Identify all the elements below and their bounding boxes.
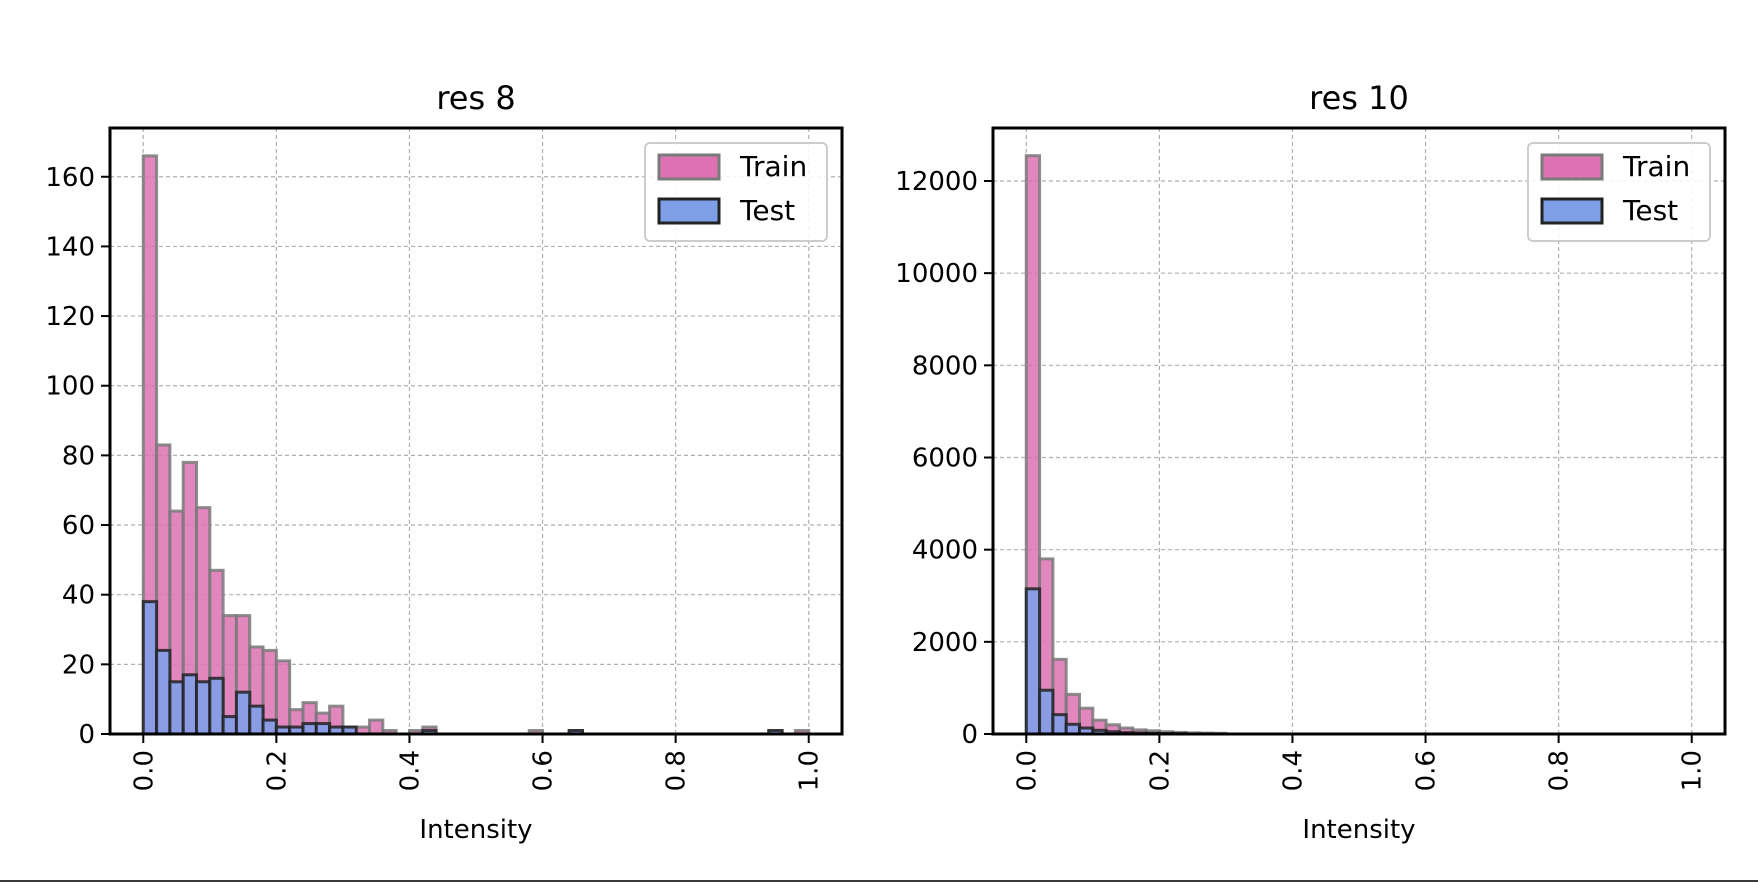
series-train	[141, 154, 811, 736]
x-tick-label: 0.6	[529, 750, 559, 791]
test-bar	[314, 722, 332, 736]
x-tick-label: 1.0	[795, 750, 825, 791]
test-bar	[221, 715, 238, 736]
x-tick-label: 1.0	[1678, 750, 1708, 791]
test-bar	[234, 690, 252, 736]
y-tick-label: 120	[45, 302, 95, 332]
test-bar	[261, 718, 278, 736]
y-tick-label: 60	[62, 511, 95, 541]
y-tick-label: 4000	[912, 536, 978, 566]
x-tick-label: 0.0	[1012, 750, 1042, 791]
legend-label-train: Train	[739, 150, 807, 183]
x-tick-label: 0.0	[129, 750, 159, 791]
legend: Train Test	[1527, 142, 1711, 242]
y-tick-label: 12000	[895, 167, 978, 197]
test-bar	[208, 676, 225, 736]
y-tick-label: 0	[78, 720, 95, 750]
series-test	[141, 600, 784, 736]
test-bar	[141, 600, 159, 736]
x-tick-label: 0.2	[1145, 750, 1175, 791]
y-tick-label: 140	[45, 232, 95, 262]
test-bar	[1038, 688, 1055, 736]
y-tick-label: 8000	[912, 351, 978, 381]
test-bar	[248, 704, 265, 736]
train-bar	[368, 718, 385, 736]
test-bar	[301, 722, 318, 736]
x-tick-label: 0.4	[1278, 750, 1308, 791]
legend-swatch-test	[657, 197, 721, 225]
test-bar	[155, 648, 172, 736]
series-test	[1024, 587, 1188, 736]
chart-title: res 10	[1309, 79, 1409, 117]
plot-frame	[991, 126, 1727, 736]
chart-panel-0: 0 20 40 60 80 100 120 140 160 0.0 0.2 0.4 0.6 0.8 1.0 r…	[45, 79, 844, 845]
y-tick-label: 160	[45, 163, 95, 193]
test-bar	[1051, 713, 1068, 736]
legend-label-test: Test	[1622, 194, 1678, 227]
y-tick-label: 10000	[895, 259, 978, 289]
x-tick-label: 0.6	[1412, 750, 1442, 791]
test-bar	[195, 680, 212, 736]
test-bar	[168, 680, 185, 736]
train-bar	[274, 659, 292, 736]
x-tick-label: 0.8	[1545, 750, 1575, 791]
legend-label-train: Train	[1622, 150, 1690, 183]
chart-panel-1: 0 2000 4000 6000 8000 10000 12000 0.0 0.2 0.4 0.6 0…	[895, 79, 1727, 845]
test-bar	[1024, 587, 1042, 736]
chart-title: res 8	[436, 79, 515, 117]
y-tick-label: 100	[45, 372, 95, 402]
y-tick-label: 20	[62, 650, 95, 680]
legend-swatch-train	[657, 153, 721, 181]
y-tick-label: 80	[62, 441, 95, 471]
legend-swatch-train	[1540, 153, 1604, 181]
y-tick-label: 2000	[912, 628, 978, 658]
y-tick-label: 0	[961, 720, 978, 750]
x-axis-label: Intensity	[419, 815, 532, 845]
y-tick-label: 40	[62, 581, 95, 611]
y-tick-label: 6000	[912, 443, 978, 473]
series-train	[1024, 154, 1228, 736]
legend: Train Test	[644, 142, 828, 242]
x-tick-label: 0.4	[395, 750, 425, 791]
legend-label-test: Test	[739, 194, 795, 227]
legend-swatch-test	[1540, 197, 1604, 225]
test-bar	[181, 673, 199, 736]
bottom-rule	[0, 880, 1758, 882]
x-tick-label: 0.2	[262, 750, 292, 791]
x-axis-label: Intensity	[1302, 815, 1415, 845]
plot-frame	[108, 126, 844, 736]
x-tick-label: 0.8	[662, 750, 692, 791]
